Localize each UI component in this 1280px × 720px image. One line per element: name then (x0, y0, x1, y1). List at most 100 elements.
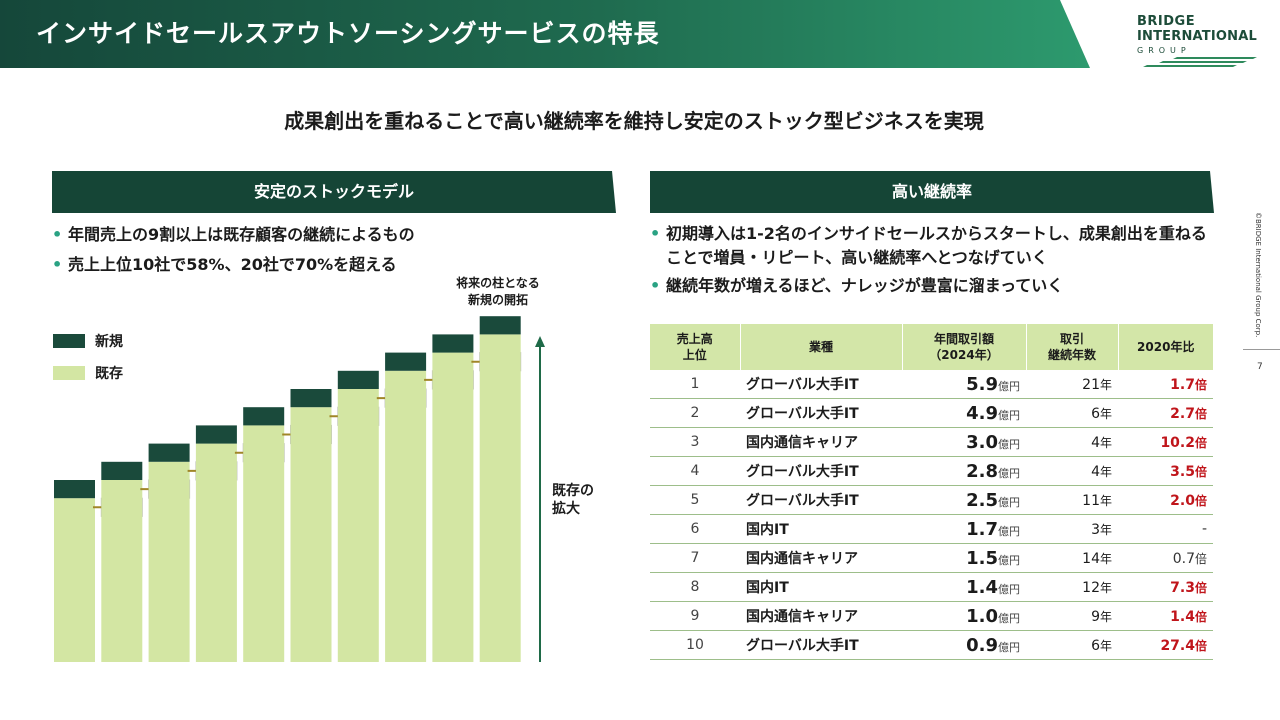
cell-years: 6年 (1026, 630, 1118, 660)
bar-existing-1 (54, 498, 95, 662)
cell-years: 12年 (1026, 572, 1118, 602)
cell-revenue: 5.9億円 (902, 370, 1026, 399)
bar-new-2 (101, 461, 143, 480)
years-unit: 年 (1099, 609, 1112, 624)
ratio-value: 1.4 (1170, 608, 1195, 625)
growth-arrowhead-7 (397, 394, 406, 403)
cell-industry: 国内通信キャリア (740, 543, 902, 573)
table-body: 1 グローバル大手IT 5.9億円 21年 1.7倍 2 グローバル大手IT 4.9億円 6年 2… (650, 370, 1213, 660)
table-row: 6 国内IT 1.7億円 3年 - (650, 514, 1213, 544)
cell-years: 21年 (1026, 370, 1118, 399)
ratio-value: 0.7 (1172, 550, 1195, 567)
company-logo: BRIDGE INTERNATIONAL GROUP (1128, 14, 1268, 67)
ratio-unit: 倍 (1194, 435, 1207, 450)
ratio-value: 27.4 (1160, 637, 1195, 654)
cell-rank: 5 (650, 485, 740, 515)
bar-new-7 (337, 370, 379, 389)
retention-bullets: 初期導入は1-2名のインサイドセールスからスタートし、成果創出を重ねることで増員… (650, 222, 1210, 302)
years-value: 14 (1082, 550, 1100, 567)
cell-revenue: 1.4億円 (902, 572, 1026, 602)
years-unit: 年 (1099, 638, 1112, 653)
ratio-unit: 倍 (1194, 609, 1207, 624)
table-row: 2 グローバル大手IT 4.9億円 6年 2.7倍 (650, 398, 1213, 428)
bar-existing-2 (101, 480, 143, 662)
ratio-value: 2.7 (1170, 405, 1195, 422)
side-label-line2: 拡大 (552, 501, 580, 517)
cell-industry: 国内通信キャリア (740, 601, 902, 631)
ghost-box-7 (384, 388, 427, 408)
bar-new-8 (385, 352, 427, 371)
copyright-text: ©BRIDGE International Group Corp. (1254, 212, 1262, 338)
bar-new-10 (479, 316, 521, 335)
ghost-box-2 (148, 479, 191, 499)
revenue-value: 4.9 (966, 402, 998, 424)
ratio-value: 3.5 (1170, 463, 1195, 480)
header-revenue: 年間取引額 （2024年） (901, 324, 1026, 370)
legend-new-label: 新規 (95, 334, 123, 350)
cell-revenue: 1.5億円 (902, 543, 1026, 573)
ratio-unit: 倍 (1194, 551, 1207, 566)
cell-ratio: 27.4倍 (1118, 630, 1213, 660)
cell-industry: グローバル大手IT (740, 485, 902, 515)
revenue-value: 2.5 (966, 489, 998, 511)
revenue-unit: 億円 (998, 408, 1020, 422)
revenue-unit: 億円 (998, 640, 1020, 654)
bar-existing-8 (385, 370, 427, 662)
list-item: 売上上位10社で58%、20社で70%を超える (52, 252, 612, 278)
revenue-unit: 億円 (998, 466, 1020, 480)
future-label-line1: 将来の柱となる (456, 276, 540, 290)
growth-arrowhead-8 (444, 375, 453, 384)
logo-stripes-icon (1143, 57, 1257, 67)
cell-rank: 7 (650, 543, 740, 573)
cell-years: 6年 (1026, 398, 1118, 428)
revenue-unit: 億円 (998, 379, 1020, 393)
future-pillar-label: 将来の柱となる 新規の開拓 (436, 275, 560, 309)
cell-rank: 9 (650, 601, 740, 631)
table-header-row: 売上高 上位 業種 年間取引額 （2024年） 取引 継続年数 2020年比 (650, 324, 1213, 370)
revenue-value: 0.9 (966, 634, 998, 656)
cell-revenue: 1.7億円 (902, 514, 1026, 544)
years-unit: 年 (1099, 551, 1112, 566)
bar-new-6 (290, 389, 332, 408)
cell-rank: 10 (650, 630, 740, 660)
bar-existing-9 (432, 352, 474, 662)
revenue-value: 1.4 (966, 576, 998, 598)
ratio-value: 2.0 (1170, 492, 1195, 509)
growth-arrowhead-9 (491, 357, 500, 366)
revenue-unit: 億円 (998, 495, 1020, 509)
retention-section-title: 高い継続率 (650, 171, 1214, 213)
ratio-unit: 倍 (1194, 377, 1207, 392)
bar-existing-4 (195, 443, 237, 662)
cell-rank: 6 (650, 514, 740, 544)
cell-years: 9年 (1026, 601, 1118, 631)
bar-existing-7 (337, 389, 379, 662)
table-row: 9 国内通信キャリア 1.0億円 9年 1.4倍 (650, 601, 1213, 631)
cell-ratio: 1.7倍 (1118, 370, 1213, 399)
table-row: 7 国内通信キャリア 1.5億円 14年 0.7倍 (650, 543, 1213, 573)
ghost-box-6 (337, 406, 380, 426)
bar-new-9 (432, 334, 474, 353)
cell-ratio: 3.5倍 (1118, 456, 1213, 486)
existing-expansion-label: 既存の 拡大 (552, 482, 594, 518)
ratio-unit: 倍 (1194, 464, 1207, 479)
ghost-box-8 (431, 370, 474, 390)
table-row: 10 グローバル大手IT 0.9億円 6年 27.4倍 (650, 630, 1213, 660)
cell-revenue: 4.9億円 (902, 398, 1026, 428)
cell-rank: 8 (650, 572, 740, 602)
revenue-value: 1.5 (966, 547, 998, 569)
revenue-unit: 億円 (998, 611, 1020, 625)
years-value: 12 (1082, 579, 1100, 596)
cell-ratio: - (1118, 514, 1213, 544)
cell-rank: 3 (650, 427, 740, 457)
revenue-unit: 億円 (998, 437, 1020, 451)
years-value: 9 (1091, 608, 1100, 625)
ghost-box-1 (100, 497, 143, 517)
ratio-unit: 倍 (1194, 638, 1207, 653)
ratio-value: 7.3 (1170, 579, 1195, 596)
years-unit: 年 (1099, 406, 1112, 421)
cell-industry: グローバル大手IT (740, 630, 902, 660)
revenue-unit: 億円 (998, 553, 1020, 567)
growth-arrowhead-1 (113, 503, 122, 512)
list-item: 継続年数が増えるほど、ナレッジが豊富に溜まっていく (650, 274, 1210, 298)
stock-model-bullets: 年間売上の9割以上は既存顧客の継続によるもの 売上上位10社で58%、20社で7… (52, 222, 612, 282)
